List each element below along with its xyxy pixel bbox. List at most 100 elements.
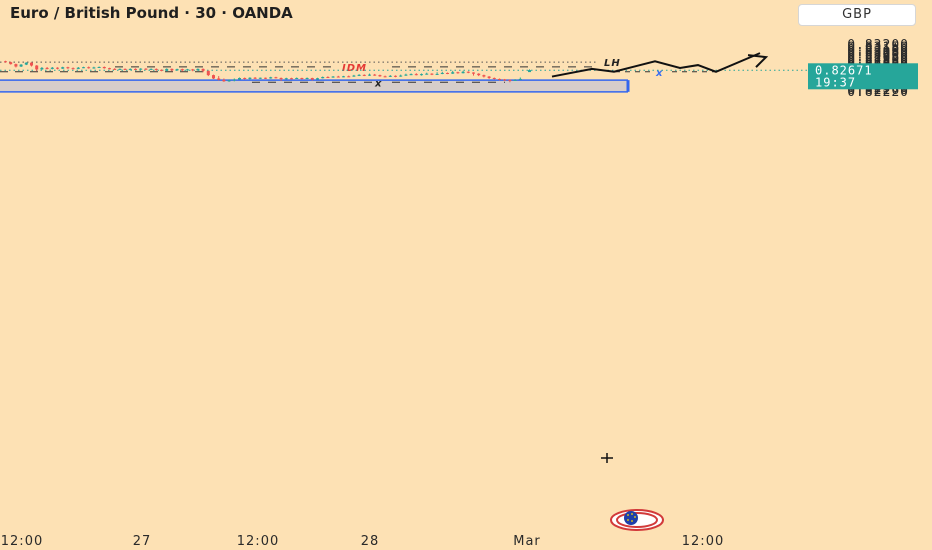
price-tick-label: 0.83050: [847, 45, 909, 60]
candle-body: [76, 67, 80, 69]
projection-path[interactable]: [551, 52, 761, 78]
candle-body: [420, 74, 423, 76]
candle-body: [40, 67, 44, 70]
candle-body: [258, 77, 262, 79]
candle-body: [331, 76, 335, 78]
candle-body: [503, 79, 507, 81]
candle-body: [212, 75, 215, 79]
candle-body: [492, 77, 496, 79]
lh-label: LH: [604, 58, 621, 69]
candle-body: [336, 76, 340, 78]
candle-body: [128, 68, 132, 70]
candle-body: [134, 68, 137, 70]
candle-body: [373, 74, 377, 76]
candle-body: [175, 69, 179, 71]
candle-body: [253, 77, 257, 79]
candle-countdown: 19:37: [815, 75, 856, 89]
price-tick-label: 0.82950: [847, 50, 909, 65]
candle-body: [477, 73, 481, 76]
candle-body: [144, 68, 148, 70]
candle-body: [56, 67, 59, 69]
candle-body: [295, 77, 299, 79]
candle-body: [66, 67, 70, 69]
time-axis[interactable]: 12:00 27 12:00 28 Mar 12:00: [1, 509, 724, 549]
time-tick-label: 12:00: [237, 534, 279, 549]
candle-body: [472, 72, 475, 74]
price-tick-label: 0.83100: [847, 43, 909, 58]
projection-arrowhead: [747, 54, 769, 68]
candle-body: [425, 73, 429, 75]
candlestick-series: [4, 60, 531, 83]
candle-body: [97, 66, 101, 68]
candle-body: [513, 79, 517, 81]
candle-body: [279, 77, 283, 79]
candle-body: [342, 76, 345, 78]
candle-body: [4, 61, 7, 63]
chart-annotations: LH IDM x x: [0, 58, 808, 93]
candle-body: [300, 77, 304, 79]
demand-zone[interactable]: [0, 80, 628, 92]
candle-body: [113, 68, 117, 70]
candle-body: [347, 76, 351, 78]
price-tick-label: 0.83200: [847, 38, 909, 53]
candle-body: [19, 64, 23, 67]
candle-body: [518, 78, 522, 80]
candle-body: [461, 71, 465, 74]
candle-body: [165, 68, 169, 71]
candle-body: [9, 62, 13, 65]
candle-body: [456, 72, 460, 74]
x-mark-projection: x: [655, 68, 663, 79]
candle-body: [238, 77, 241, 80]
idm-label: IDM: [342, 63, 367, 74]
chart-title: Euro / British Pound · 30 · OANDA: [10, 4, 293, 22]
candle-body: [50, 67, 54, 69]
candle-body: [227, 80, 231, 82]
candle-body: [71, 68, 75, 70]
candle-body: [399, 75, 403, 77]
candle-body: [61, 67, 65, 69]
chart-overlays: [551, 52, 769, 463]
candle-body: [409, 74, 413, 76]
candle-body: [305, 77, 309, 79]
candle-body: [284, 78, 288, 80]
candle-body: [24, 62, 28, 65]
candle-body: [404, 74, 408, 76]
time-tick-label: 28: [361, 534, 380, 549]
current-price-value: 0.82671: [815, 63, 873, 77]
candle-body: [326, 77, 330, 79]
candle-body: [206, 70, 210, 76]
candle-body: [92, 67, 96, 69]
candle-body: [14, 64, 18, 67]
candle-body: [414, 74, 418, 76]
candle-body: [482, 75, 486, 77]
candle-body: [108, 68, 111, 70]
candle-body: [446, 72, 449, 74]
candle-body: [310, 77, 314, 80]
candle-body: [388, 75, 392, 77]
candle-body: [357, 74, 361, 76]
candle-body: [435, 73, 439, 75]
x-mark-sweep: x: [374, 78, 382, 89]
candle-body: [170, 68, 174, 71]
price-tick-label: 0.83000: [847, 48, 909, 63]
candle-body: [217, 78, 221, 80]
price-axis[interactable]: 0.832000.831500.831000.830500.830000.829…: [808, 38, 918, 100]
candle-body: [368, 74, 371, 76]
candle-body: [186, 69, 189, 71]
candle-body: [508, 79, 512, 81]
candle-body: [383, 76, 387, 78]
candle-body: [149, 68, 153, 70]
candle-body: [451, 72, 455, 74]
currency-button[interactable]: GBP: [798, 4, 916, 26]
candle-body: [118, 68, 122, 70]
time-tick-label: Mar: [513, 534, 541, 549]
candle-body: [139, 68, 143, 70]
economic-events-icon[interactable]: [610, 509, 664, 531]
candle-body: [30, 62, 33, 66]
candle-body: [102, 66, 106, 69]
candle-body: [362, 74, 366, 76]
candle-body: [87, 67, 91, 69]
candle-body: [378, 75, 382, 77]
candle-body: [264, 77, 267, 79]
